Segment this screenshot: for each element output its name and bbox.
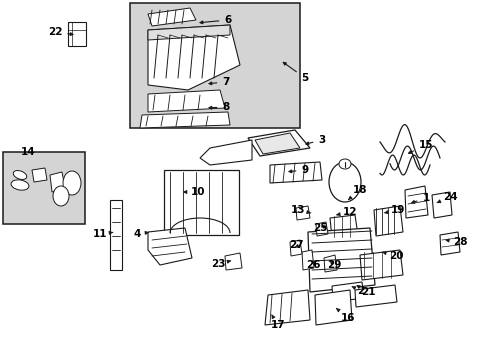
- Text: 11: 11: [93, 229, 113, 239]
- Polygon shape: [224, 253, 242, 270]
- Text: 22: 22: [48, 27, 73, 37]
- Text: 12: 12: [336, 207, 357, 217]
- Polygon shape: [324, 255, 336, 272]
- Bar: [68, 22, 86, 46]
- Polygon shape: [307, 228, 374, 292]
- Text: 20: 20: [382, 251, 403, 261]
- Polygon shape: [315, 222, 327, 236]
- Text: 18: 18: [348, 185, 366, 199]
- Text: 19: 19: [384, 205, 405, 215]
- Polygon shape: [302, 250, 313, 270]
- Polygon shape: [295, 206, 309, 220]
- Polygon shape: [373, 206, 402, 236]
- Text: 10: 10: [183, 187, 205, 197]
- Text: 29: 29: [326, 260, 341, 270]
- Polygon shape: [200, 140, 251, 165]
- Text: 27: 27: [288, 240, 303, 250]
- Text: 25: 25: [312, 223, 326, 233]
- Text: 3: 3: [305, 135, 325, 145]
- Polygon shape: [269, 162, 321, 183]
- Polygon shape: [314, 290, 351, 325]
- Text: 7: 7: [208, 77, 229, 87]
- Polygon shape: [148, 228, 192, 265]
- Polygon shape: [329, 215, 357, 238]
- Bar: [163, 170, 239, 235]
- Polygon shape: [50, 172, 65, 192]
- Text: 6: 6: [200, 15, 231, 25]
- Text: 4: 4: [133, 229, 148, 239]
- Polygon shape: [254, 133, 299, 154]
- Text: 23: 23: [210, 259, 230, 269]
- Polygon shape: [247, 130, 309, 156]
- Polygon shape: [140, 112, 229, 128]
- Polygon shape: [331, 282, 363, 302]
- Polygon shape: [148, 25, 229, 40]
- Bar: [3, 152, 85, 224]
- Ellipse shape: [338, 159, 350, 169]
- Text: 21: 21: [356, 285, 374, 297]
- Text: 8: 8: [208, 102, 229, 112]
- Ellipse shape: [11, 180, 29, 190]
- Polygon shape: [289, 240, 302, 256]
- Text: 5: 5: [283, 62, 308, 83]
- Text: 26: 26: [305, 260, 320, 270]
- Text: 2: 2: [351, 286, 364, 296]
- Polygon shape: [148, 90, 224, 112]
- Polygon shape: [439, 232, 459, 255]
- Polygon shape: [354, 285, 396, 307]
- Text: 9: 9: [288, 165, 308, 175]
- Ellipse shape: [63, 171, 81, 195]
- Text: 14: 14: [20, 147, 35, 157]
- Text: 13: 13: [290, 205, 310, 215]
- Ellipse shape: [328, 162, 360, 202]
- Polygon shape: [148, 8, 196, 26]
- Polygon shape: [264, 290, 309, 325]
- Polygon shape: [359, 250, 402, 280]
- Bar: [130, 3, 299, 128]
- Text: 17: 17: [270, 315, 285, 330]
- Text: 1: 1: [411, 193, 429, 203]
- Ellipse shape: [53, 186, 69, 206]
- Polygon shape: [32, 168, 47, 182]
- Text: 15: 15: [408, 140, 432, 153]
- Bar: [110, 200, 122, 270]
- Polygon shape: [404, 186, 427, 218]
- Text: 24: 24: [436, 192, 456, 203]
- Text: 16: 16: [336, 309, 354, 323]
- Text: 28: 28: [446, 237, 467, 247]
- Polygon shape: [148, 25, 240, 90]
- Polygon shape: [431, 192, 451, 218]
- Ellipse shape: [13, 171, 27, 179]
